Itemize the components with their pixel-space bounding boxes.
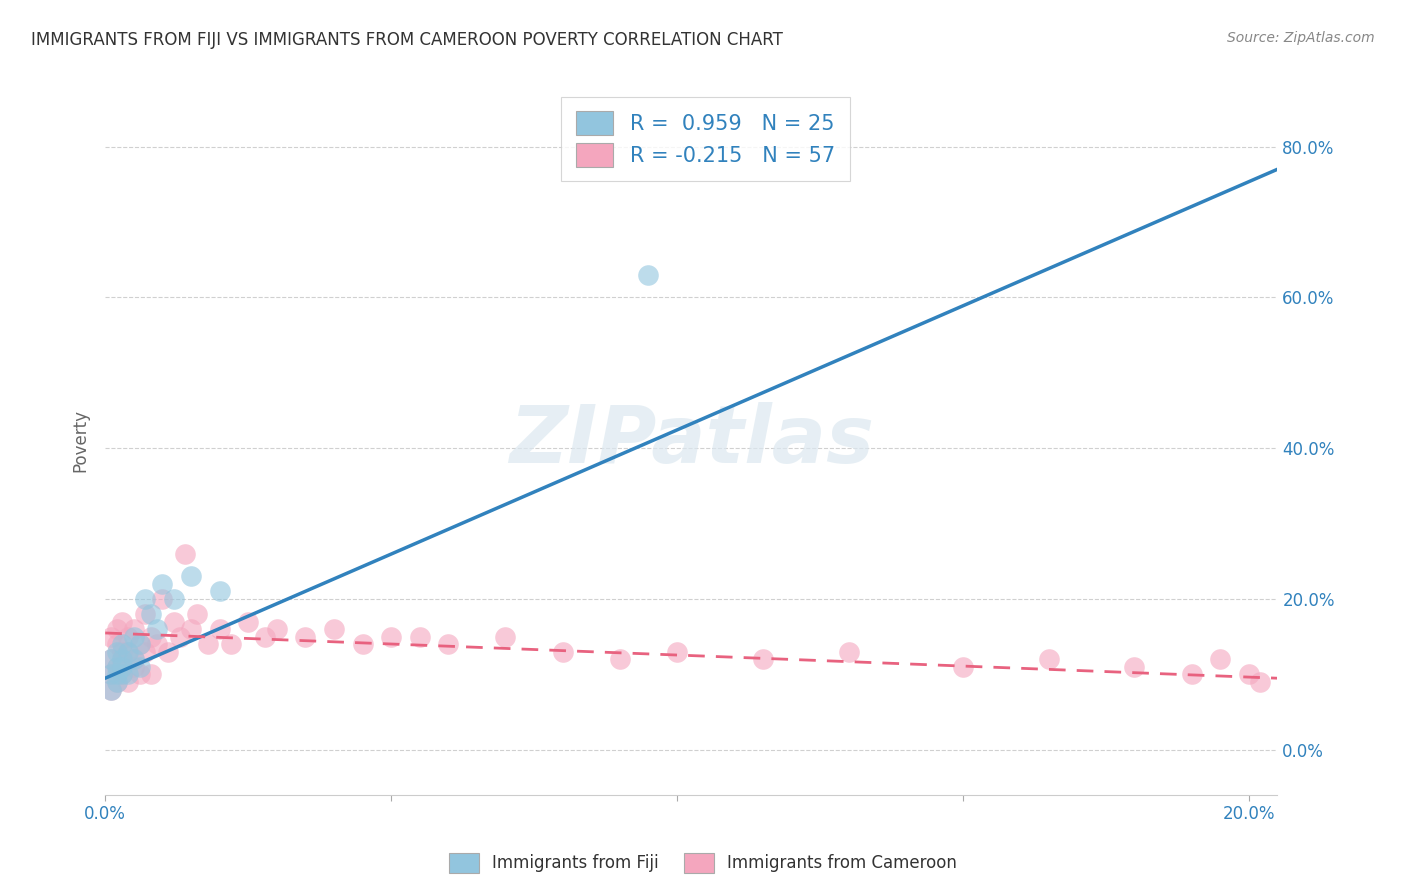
Point [150, 592, 173, 607]
Point [163, 592, 186, 607]
Point [609, 652, 631, 666]
Point [122, 660, 145, 674]
Point [495, 630, 517, 644]
Point [157, 645, 180, 659]
Point [100, 652, 122, 666]
Point [105, 675, 128, 690]
Y-axis label: Poverty: Poverty [72, 409, 89, 472]
Point [952, 660, 974, 674]
Point [100, 682, 122, 697]
Point [117, 645, 139, 659]
Point [134, 607, 156, 621]
Point [163, 615, 186, 629]
Point [1237, 667, 1260, 681]
Legend: R =  0.959   N = 25, R = -0.215   N = 57: R = 0.959 N = 25, R = -0.215 N = 57 [561, 96, 849, 181]
Point [254, 630, 277, 644]
Point [134, 645, 156, 659]
Point [197, 637, 219, 651]
Point [437, 637, 460, 651]
Point [1181, 667, 1204, 681]
Point [111, 667, 134, 681]
Point [1209, 652, 1232, 666]
Text: IMMIGRANTS FROM FIJI VS IMMIGRANTS FROM CAMEROON POVERTY CORRELATION CHART: IMMIGRANTS FROM FIJI VS IMMIGRANTS FROM … [31, 31, 783, 49]
Point [111, 615, 134, 629]
Point [380, 630, 402, 644]
Point [105, 637, 128, 651]
Point [208, 584, 231, 599]
Point [128, 637, 150, 651]
Point [128, 667, 150, 681]
Point [139, 607, 162, 621]
Point [105, 645, 128, 659]
Point [134, 592, 156, 607]
Point [117, 645, 139, 659]
Point [100, 667, 122, 681]
Point [219, 637, 242, 651]
Point [150, 577, 173, 591]
Point [409, 630, 432, 644]
Point [122, 630, 145, 644]
Point [111, 637, 134, 651]
Point [169, 630, 191, 644]
Point [100, 682, 122, 697]
Point [838, 645, 860, 659]
Point [105, 622, 128, 636]
Point [551, 645, 574, 659]
Point [100, 652, 122, 666]
Point [100, 667, 122, 681]
Point [323, 622, 346, 636]
Point [122, 622, 145, 636]
Point [352, 637, 374, 651]
Point [128, 660, 150, 674]
Text: ZIPatlas: ZIPatlas [509, 401, 873, 480]
Point [752, 652, 775, 666]
Point [105, 667, 128, 681]
Point [180, 569, 202, 583]
Point [139, 667, 162, 681]
Point [105, 660, 128, 674]
Point [122, 652, 145, 666]
Point [122, 652, 145, 666]
Text: Source: ZipAtlas.com: Source: ZipAtlas.com [1227, 31, 1375, 45]
Point [145, 637, 167, 651]
Point [111, 652, 134, 666]
Point [1123, 660, 1146, 674]
Point [105, 660, 128, 674]
Point [139, 630, 162, 644]
Point [111, 652, 134, 666]
Point [111, 667, 134, 681]
Point [100, 630, 122, 644]
Point [180, 622, 202, 636]
Point [117, 667, 139, 681]
Point [266, 622, 288, 636]
Point [637, 268, 659, 282]
Point [128, 637, 150, 651]
Point [117, 675, 139, 690]
Point [145, 622, 167, 636]
Point [111, 645, 134, 659]
Point [294, 630, 316, 644]
Point [174, 547, 197, 561]
Point [1249, 675, 1271, 690]
Point [208, 622, 231, 636]
Point [1038, 652, 1060, 666]
Point [117, 630, 139, 644]
Point [238, 615, 260, 629]
Point [186, 607, 208, 621]
Legend: Immigrants from Fiji, Immigrants from Cameroon: Immigrants from Fiji, Immigrants from Ca… [443, 847, 963, 880]
Point [111, 660, 134, 674]
Point [666, 645, 689, 659]
Point [105, 675, 128, 690]
